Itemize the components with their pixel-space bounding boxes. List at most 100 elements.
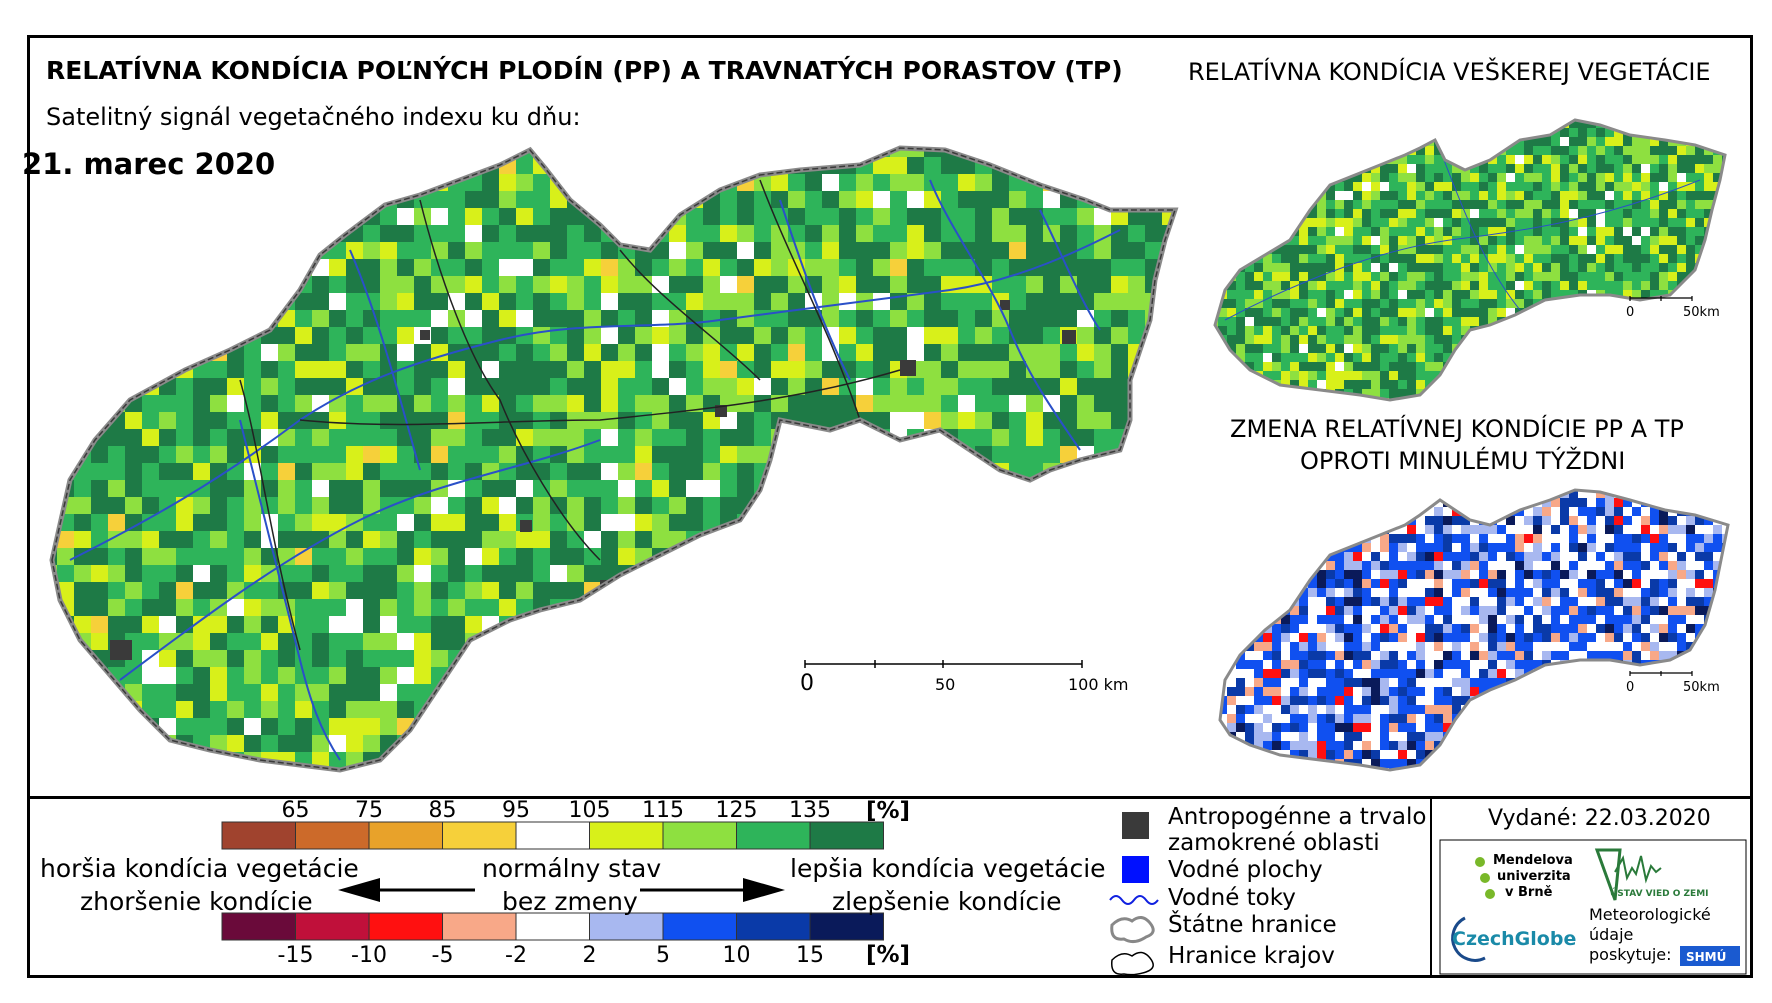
rivers [69,179,1121,761]
condition-swatch [662,821,737,850]
anthropogenic-symbol [1122,812,1149,839]
condition-tick-labels: 65 75 85 95 105 115 125 135 [282,798,832,823]
change-tick: 10 [723,943,751,968]
legend-mid-text2: bez zmeny [502,887,638,916]
main-scale-bar [804,660,1083,668]
inset1-scale-50: 50km [1683,305,1720,320]
shmu-logo: SHMÚ [1680,946,1740,966]
date-label: 21. marec 2020 [22,147,276,181]
condition-tick: 125 [716,798,758,823]
region-borders [239,179,901,651]
change-tick-labels: -15 -10 -5 -2 2 5 10 15 [278,943,824,968]
legend-right-text1: lepšia kondícia vegetácie [790,854,1106,883]
map-frame [27,35,1753,978]
inset1-scale-0: 0 [1626,305,1634,320]
uvoz-logo: ÚSTAV VIED O ZEMI [1594,848,1709,901]
change-color-bar [221,912,884,941]
shmu-logo-text: SHMÚ [1686,949,1726,964]
inset2-scale-0: 0 [1626,680,1634,695]
condition-swatch [515,821,590,850]
inset1-cells [1215,120,1725,400]
mendel-logo-line1: Mendelova [1493,853,1573,868]
main-scale-label-100: 100 km [1068,675,1128,694]
water-label: Vodné plochy [1168,857,1323,883]
issued-date: Vydané: 22.03.2020 [1488,806,1711,831]
inset2-scale-bar [1629,671,1693,676]
change-tick: 2 [583,943,597,968]
condition-tick: 135 [789,798,831,823]
inset-top-title: RELATÍVNA KONDÍCIA VEŠKEREJ VEGETÁCIE [1188,58,1711,86]
uvoz-logo-text: ÚSTAV VIED O ZEMI [1610,887,1709,899]
water-symbol [1122,856,1149,883]
legend-divider [27,796,1753,799]
condition-tick: 95 [502,798,530,823]
state-border-symbol [1110,916,1155,944]
subtitle: Satelitný signál vegetačného indexu ku d… [46,103,581,131]
change-tick: 5 [656,943,670,968]
change-tick: -10 [351,943,387,968]
condition-tick: 75 [355,798,383,823]
main-scale-label-50: 50 [935,675,955,694]
change-tick: -5 [432,943,454,968]
change-tick: 15 [796,943,824,968]
inset-bottom-title-line1: ZMENA RELATÍVNEJ KONDÍCIE PP A TP [1230,415,1684,443]
rivers-label: Vodné toky [1168,885,1296,911]
inset1-rivers [1224,149,1701,321]
condition-swatch [736,821,811,850]
change-swatch [515,912,590,941]
river-symbol [1109,895,1159,905]
change-swatch [662,912,737,941]
condition-swatch [221,821,296,850]
legend-left-arrow [338,878,475,902]
condition-tick: 65 [282,798,310,823]
condition-swatch [368,821,443,850]
anthro-line1: Antropogénne a trvalo [1168,804,1426,830]
change-swatch [368,912,443,941]
condition-swatch [295,821,370,850]
inset-vegetation-map [1213,118,1727,402]
mendel-logo-line2: univerzita [1497,869,1571,884]
change-swatch [442,912,517,941]
mendel-logo: Mendelova univerzita v Brně [1475,853,1573,900]
regions-label: Hranice krajov [1168,943,1335,969]
condition-tick: 105 [569,798,611,823]
inset-change-map [1218,488,1730,772]
anthropogenic-areas [110,300,1076,660]
inset2-scale-50: 50km [1683,680,1720,695]
legend-right-arrow [640,878,785,902]
change-swatch [221,912,296,941]
legend-vertical-divider [1430,796,1432,978]
meteo-line3: poskytuje: [1589,945,1672,964]
change-unit: [%] [866,942,910,968]
czechglobe-logo-text: CzechGlobe [1452,928,1576,950]
change-swatch [809,912,884,941]
czechglobe-logo: CzechGlobe [1451,916,1576,962]
main-map [40,140,1196,803]
main-map-raster [52,148,1175,770]
condition-swatch [809,821,884,850]
condition-color-bar [221,821,884,850]
logos-box [1439,839,1747,975]
legend-right-text2: zlepšenie kondície [832,887,1061,916]
border-label: Štátne hranice [1168,910,1337,938]
condition-unit: [%] [866,798,910,824]
legend-left-text2: zhoršenie kondície [80,887,313,916]
main-title: RELATÍVNA KONDÍCIA POĽNÝCH PLODÍN (PP) A… [46,56,1123,85]
legend-mid-text1: normálny stav [482,854,661,883]
anthro-line2: zamokrené oblasti [1168,830,1380,856]
region-border-symbol [1111,951,1154,976]
legend-left-text1: horšia kondícia vegetácie [40,854,359,883]
condition-swatch [589,821,664,850]
change-tick: -2 [505,943,527,968]
main-scale-label-0: 0 [800,671,814,696]
condition-swatch [442,821,517,850]
meteo-line2: údaje [1589,925,1633,944]
change-swatch [589,912,664,941]
inset2-cells [1220,490,1728,770]
main-map-cells [52,148,1175,770]
meteo-line1: Meteorologické [1589,905,1711,924]
change-tick: -15 [278,943,314,968]
mendel-logo-line3: v Brně [1505,885,1553,900]
change-swatch [736,912,811,941]
inset-bottom-title-line2: OPROTI MINULÉMU TÝŽDNI [1300,447,1626,475]
